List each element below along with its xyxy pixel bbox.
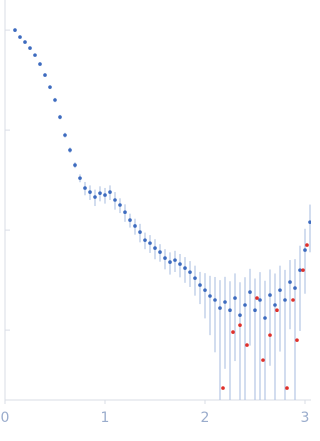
data-point [238,323,242,327]
data-point [295,338,299,342]
data-point [93,195,97,199]
data-point [275,308,279,313]
data-point [128,218,132,222]
data-point [148,241,152,245]
plot-area [13,28,311,400]
data-point [278,288,282,292]
data-point [88,190,92,194]
data-point [293,286,297,290]
data-point [13,28,17,32]
data-point [218,306,222,310]
data-point [233,296,237,300]
data-point [283,298,287,302]
data-point [238,313,242,317]
data-point [258,298,262,302]
data-point [108,190,112,194]
data-point [83,186,87,190]
data-point [73,163,77,167]
data-point [188,270,192,274]
data-point [183,266,187,270]
data-point [298,268,302,272]
data-point [263,316,267,320]
data-point [78,176,82,180]
data-point [203,288,207,292]
data-point [133,224,137,228]
data-point [63,133,67,137]
data-point [163,256,167,260]
data-point [193,276,197,280]
data-point [28,46,32,50]
data-point [178,262,182,266]
data-point [253,308,257,313]
data-point [268,333,272,337]
data-point [303,248,307,252]
data-point [168,260,172,264]
data-point [243,303,247,307]
data-point [221,386,225,390]
data-point [48,85,52,89]
data-point [153,246,157,250]
data-point [123,210,127,215]
data-point [245,343,249,347]
data-point [285,386,289,390]
x-tick-label: 1 [101,410,110,426]
x-tick-label: 3 [301,410,310,426]
data-point [98,191,102,195]
data-point [138,230,142,234]
data-point [291,298,295,302]
data-point [223,300,227,304]
data-point [118,203,122,207]
data-point [18,35,22,39]
data-point [255,296,259,300]
data-point [213,298,217,302]
x-tick-label: 2 [201,410,210,426]
data-point [38,62,42,66]
data-point [53,98,57,102]
data-point [23,40,27,44]
data-point [288,280,292,284]
data-point [231,330,235,334]
data-point [301,268,305,272]
x-tick-label: 0 [1,410,10,426]
data-point [228,308,232,313]
data-point [261,358,265,362]
data-point [143,238,147,242]
data-point [198,283,202,287]
data-point [268,293,272,297]
data-point [58,115,62,119]
data-point [308,220,311,224]
data-point [103,193,107,197]
data-point [173,258,177,262]
data-point [113,198,117,202]
chart: 0 1 2 3 [1,0,311,426]
data-point [305,243,309,247]
data-point [273,303,277,307]
data-point [68,148,72,152]
data-point [33,53,37,57]
data-point [158,250,162,254]
data-point [208,294,212,298]
data-point [43,73,47,77]
data-point [248,290,252,294]
